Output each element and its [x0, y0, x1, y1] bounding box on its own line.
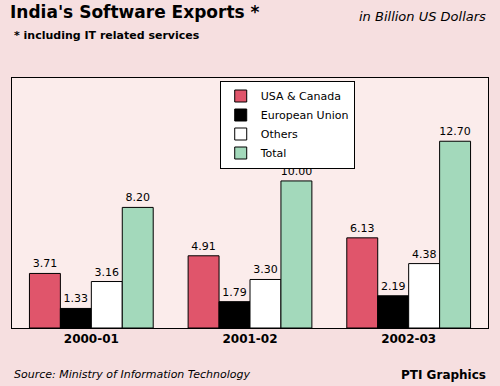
svg-text:PTI Graphics: PTI Graphics — [401, 368, 486, 382]
svg-text:6.13: 6.13 — [350, 222, 375, 235]
svg-text:USA & Canada: USA & Canada — [261, 90, 341, 103]
svg-text:1.33: 1.33 — [64, 292, 89, 305]
svg-text:8.20: 8.20 — [125, 191, 149, 204]
svg-text:in Billion US Dollars: in Billion US Dollars — [359, 9, 486, 24]
svg-text:4.38: 4.38 — [412, 248, 437, 261]
svg-text:European Union: European Union — [261, 109, 349, 122]
svg-text:2000-01: 2000-01 — [64, 332, 119, 346]
svg-text:2002-03: 2002-03 — [381, 332, 436, 346]
svg-text:10.00: 10.00 — [280, 164, 313, 178]
svg-text:3.71: 3.71 — [33, 257, 58, 270]
svg-text:4.91: 4.91 — [191, 240, 216, 253]
svg-text:* including IT related service: * including IT related services — [14, 29, 200, 42]
svg-text:2001-02: 2001-02 — [222, 332, 277, 346]
svg-text:India's Software Exports *: India's Software Exports * — [10, 2, 260, 22]
svg-text:2.19: 2.19 — [381, 280, 406, 293]
svg-text:Total: Total — [260, 147, 287, 160]
svg-text:Others: Others — [261, 128, 298, 141]
svg-text:3.30: 3.30 — [253, 263, 278, 276]
svg-text:3.16: 3.16 — [95, 266, 120, 279]
svg-text:1.79: 1.79 — [222, 286, 247, 299]
svg-text:12.70: 12.70 — [439, 125, 471, 138]
svg-text:Source: Ministry of Informatio: Source: Ministry of Information Technolo… — [14, 368, 250, 381]
